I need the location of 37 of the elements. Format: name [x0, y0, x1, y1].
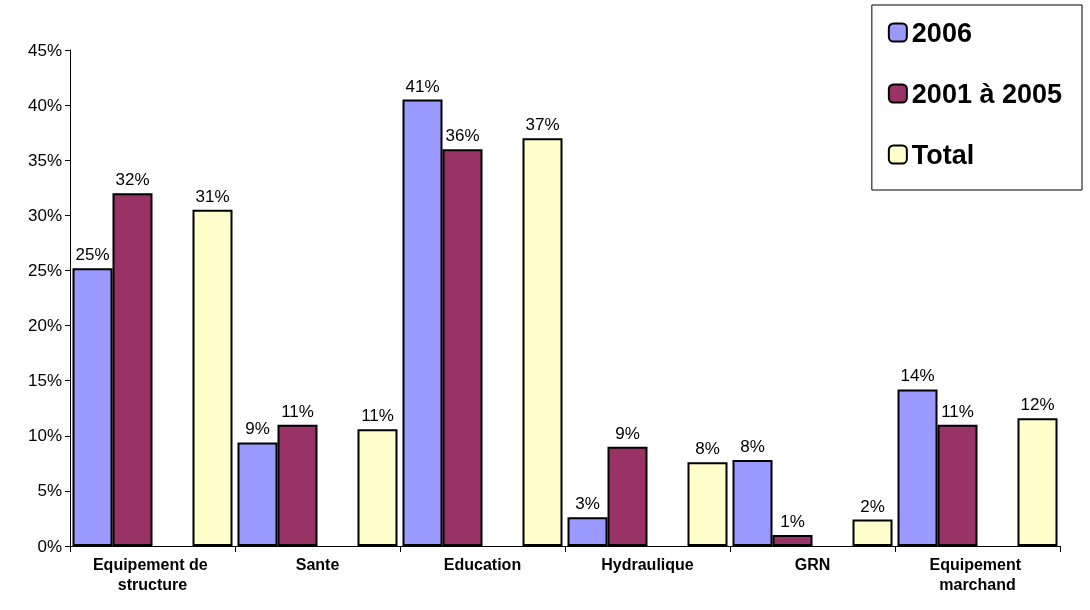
x-tick-label: Equipement de structure — [92, 555, 213, 593]
data-label: 9% — [615, 423, 640, 443]
data-label: 11% — [941, 401, 974, 421]
y-tick-label: 0% — [37, 536, 62, 556]
data-label: 37% — [525, 115, 560, 135]
y-tick-label: 5% — [37, 481, 62, 501]
data-label: 41% — [405, 76, 440, 96]
data-label: 31% — [195, 186, 230, 206]
y-tick-label: 45% — [27, 40, 62, 60]
data-label: 1% — [780, 511, 805, 531]
data-label: 3% — [575, 494, 600, 514]
x-tick-label: GRN — [794, 555, 831, 573]
legend-label: Total — [911, 139, 975, 170]
data-label: 32% — [115, 170, 150, 190]
x-tick-label: Sante — [295, 555, 340, 573]
legend-label: 2006 — [911, 17, 972, 48]
data-label: 8% — [740, 437, 765, 457]
data-label: 11% — [281, 401, 314, 421]
data-label: 8% — [695, 439, 720, 459]
legend-label: 2001 à 2005 — [911, 78, 1063, 109]
data-label: 2% — [860, 496, 885, 516]
y-tick-label: 30% — [27, 205, 62, 225]
data-label: 9% — [245, 419, 270, 439]
data-label: 12% — [1020, 395, 1055, 415]
y-tick-label: 10% — [27, 426, 62, 446]
y-tick-label: 35% — [27, 150, 62, 170]
x-tick-label: Hydraulique — [601, 555, 694, 573]
data-label: 25% — [75, 245, 110, 265]
y-tick-label: 40% — [27, 95, 62, 115]
y-tick-label: 20% — [27, 316, 62, 336]
data-label: 11% — [361, 406, 394, 426]
data-label: 14% — [900, 366, 935, 386]
y-tick-label: 15% — [27, 371, 62, 391]
data-label: 36% — [445, 126, 480, 146]
y-tick-label: 25% — [27, 260, 62, 280]
x-tick-label: Equipement marchand — [929, 555, 1026, 593]
x-tick-label: Education — [443, 555, 522, 573]
